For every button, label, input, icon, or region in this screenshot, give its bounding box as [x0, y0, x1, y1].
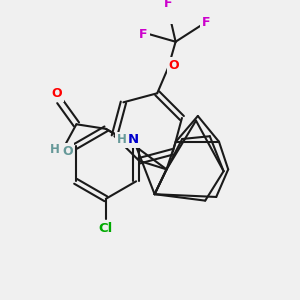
Text: F: F	[139, 28, 148, 41]
Text: F: F	[202, 16, 210, 29]
Text: O: O	[52, 87, 62, 101]
Text: F: F	[164, 0, 172, 10]
Text: O: O	[62, 146, 73, 158]
Text: H: H	[116, 134, 126, 146]
Text: N: N	[128, 134, 139, 146]
Text: H: H	[50, 142, 59, 156]
Text: Cl: Cl	[99, 222, 113, 235]
Text: O: O	[169, 59, 179, 72]
